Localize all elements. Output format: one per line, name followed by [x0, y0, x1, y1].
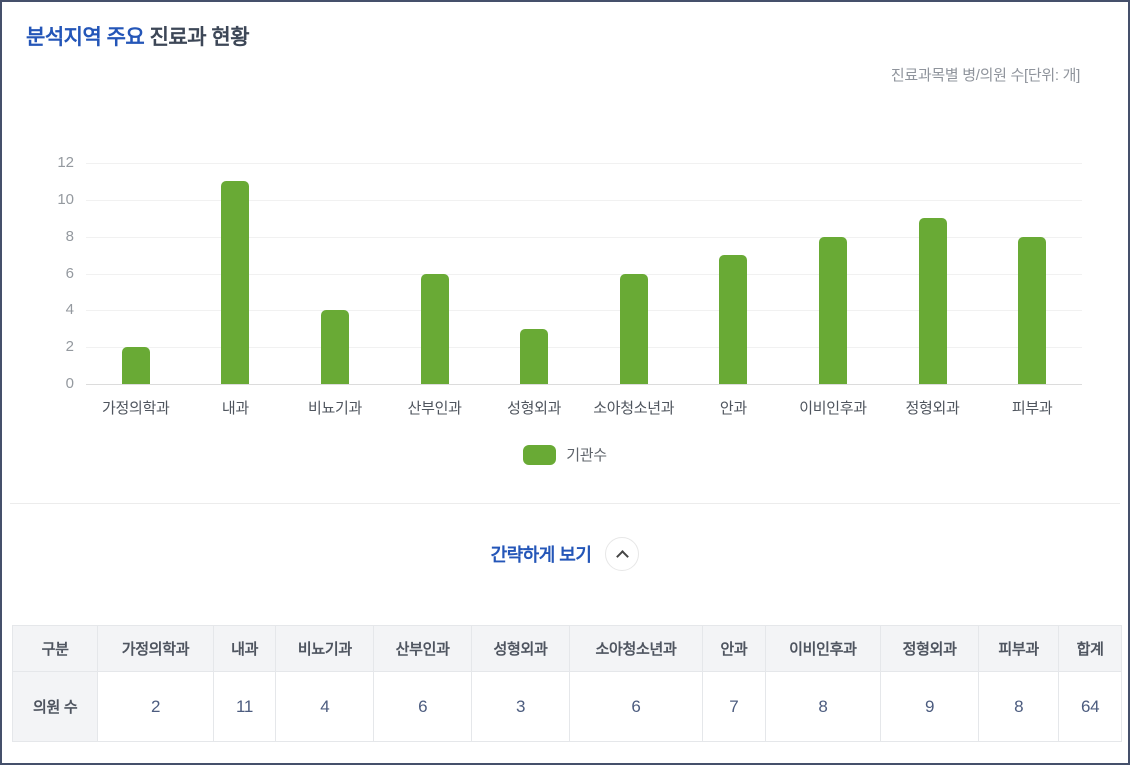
page-title: 분석지역 주요 진료과 현황 — [26, 24, 1104, 52]
chart-plot-area: 0 2 4 6 8 10 12 — [57, 154, 1082, 392]
bar-slot — [584, 163, 684, 384]
y-axis-tick-2: 2 — [65, 338, 74, 356]
table-cell-value: 8 — [978, 671, 1060, 742]
table-cell-value: 3 — [471, 671, 570, 742]
x-axis-label-비뇨기과: 비뇨기과 — [307, 400, 362, 417]
table-col-header: 구분 — [11, 625, 99, 672]
page-title-accent: 분석지역 주요 — [26, 26, 145, 49]
bar-slot — [684, 163, 784, 384]
y-axis-tick-10: 10 — [57, 190, 74, 208]
x-axis-label-정형외과: 정형외과 — [905, 400, 960, 417]
gridline-y4 — [86, 310, 1082, 312]
chart-bars — [86, 163, 1082, 384]
bar-slot — [285, 163, 385, 384]
department-summary-table: 구분 가정의학과 내과 비뇨기과 산부인과 성형외과 소아청소년과 안과 이비인후과 정형외과 피부… — [11, 625, 1122, 742]
bar-피부과[interactable] — [1018, 236, 1047, 384]
bar-성형외과[interactable] — [520, 328, 549, 384]
table-col-header: 피부과 — [978, 625, 1060, 672]
bar-slot — [883, 163, 983, 384]
bar-안과[interactable] — [719, 255, 748, 384]
collapse-toggle-button[interactable] — [605, 537, 640, 571]
chart-unit-note: 진료과목별 병/의원 수[단위: 개] — [890, 67, 1080, 84]
gridline-y0 — [86, 384, 1082, 385]
bar-소아청소년과[interactable] — [619, 273, 648, 384]
table-row: 의원 수 2 11 4 6 3 6 7 8 9 8 64 — [11, 671, 1122, 742]
table-cell-value: 6 — [568, 671, 704, 742]
bar-이비인후과[interactable] — [818, 236, 847, 384]
bar-비뇨기과[interactable] — [320, 310, 349, 384]
table-cell-value: 2 — [97, 671, 214, 742]
legend-label: 기관수 — [566, 447, 607, 464]
page-title-rest: 진료과 현황 — [149, 26, 250, 49]
chevron-up-icon — [616, 549, 629, 563]
table-row-header: 의원 수 — [11, 671, 99, 742]
x-axis-label-내과: 내과 — [221, 400, 249, 417]
table-col-header: 정형외과 — [880, 625, 980, 672]
legend-swatch-green — [523, 444, 557, 465]
gridline-y10 — [86, 199, 1082, 201]
chart-x-axis-labels: 가정의학과 내과 비뇨기과 산부인과 성형외과 소아청소년과 안과 이비인후과 정형외과 피부과 — [86, 384, 1082, 418]
x-axis-label-이비인후과: 이비인후과 — [799, 400, 867, 417]
table-col-header: 합계 — [1058, 625, 1122, 672]
x-axis-label-피부과: 피부과 — [1011, 400, 1053, 417]
bar-slot — [783, 163, 883, 384]
collapse-toggle-label[interactable]: 간략하게 보기 — [490, 545, 592, 565]
bar-정형외과[interactable] — [918, 218, 947, 384]
table-col-header: 비뇨기과 — [275, 625, 375, 672]
bar-slot — [385, 163, 485, 384]
bar-slot — [982, 163, 1082, 384]
bar-산부인과[interactable] — [420, 273, 449, 384]
table-col-header: 내과 — [212, 625, 277, 672]
table-col-header: 이비인후과 — [764, 625, 882, 672]
chart-legend: 기관수 — [2, 444, 1128, 465]
y-axis-tick-6: 6 — [65, 264, 74, 282]
bar-slot — [484, 163, 584, 384]
table-cell-value: 6 — [373, 671, 473, 742]
table-cell-value: 8 — [764, 671, 882, 742]
table-cell-value: 7 — [702, 671, 766, 742]
bar-내과[interactable] — [221, 181, 250, 384]
bar-slot — [186, 163, 286, 384]
table-col-header: 가정의학과 — [97, 625, 214, 672]
bar-chart: 0 2 4 6 8 10 12 가정의학과 내과 비뇨기과 산부인과 성형외과 소아청소년과 안과 이비인… — [2, 154, 1128, 465]
section-divider — [10, 503, 1120, 504]
header: 분석지역 주요 진료과 현황 진료과목별 병/의원 수[단위: 개] — [2, 2, 1128, 85]
gridline-y2 — [86, 347, 1082, 349]
table-col-header: 산부인과 — [373, 625, 473, 672]
table-col-header: 안과 — [702, 625, 766, 672]
y-axis-tick-0: 0 — [65, 375, 74, 392]
table-cell-value: 4 — [275, 671, 375, 742]
x-axis-label-가정의학과: 가정의학과 — [102, 400, 170, 417]
x-axis-label-안과: 안과 — [719, 400, 747, 417]
table-cell-value: 11 — [212, 671, 277, 742]
bar-slot — [86, 163, 186, 384]
y-axis-tick-12: 12 — [57, 154, 74, 171]
table-col-header: 성형외과 — [471, 625, 570, 672]
gridline-y6 — [86, 273, 1082, 275]
gridline-y12 — [86, 163, 1082, 164]
gridline-y8 — [86, 236, 1082, 238]
bar-가정의학과[interactable] — [121, 347, 150, 384]
table-col-header: 소아청소년과 — [568, 625, 704, 672]
y-axis-tick-4: 4 — [65, 301, 74, 319]
table-header: 구분 가정의학과 내과 비뇨기과 산부인과 성형외과 소아청소년과 안과 이비인후과 정형외과 피부… — [11, 625, 1122, 672]
x-axis-label-소아청소년과: 소아청소년과 — [593, 400, 675, 417]
table-header-row: 구분 가정의학과 내과 비뇨기과 산부인과 성형외과 소아청소년과 안과 이비인후과 정형외과 피부… — [11, 625, 1122, 672]
y-axis-tick-8: 8 — [65, 227, 74, 245]
x-axis-label-성형외과: 성형외과 — [507, 400, 562, 417]
table-cell-value: 9 — [880, 671, 980, 742]
collapse-toggle-row: 간략하게 보기 — [2, 504, 1128, 604]
x-axis-label-산부인과: 산부인과 — [407, 400, 462, 417]
table-cell-value: 64 — [1058, 671, 1122, 742]
